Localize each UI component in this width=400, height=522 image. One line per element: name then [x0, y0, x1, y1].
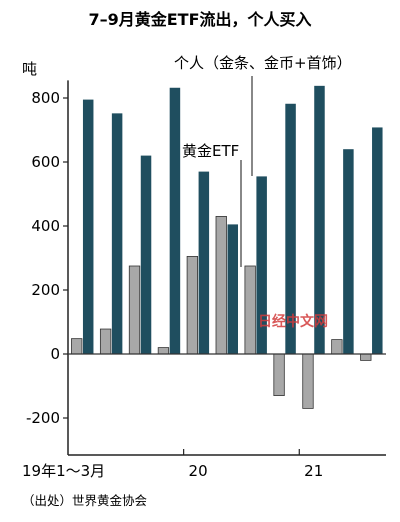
etf-bar-20Q1 — [186, 255, 198, 355]
y-tick-label: 800 — [31, 89, 60, 107]
x-axis-ticks: 19年1～3月 20 21 — [22, 449, 323, 480]
etf-bar-20Q3 — [244, 265, 256, 355]
individual-bar-19Q3 — [140, 155, 152, 354]
y-tick-label: 400 — [31, 217, 60, 235]
individual-bar-20Q2 — [227, 224, 238, 354]
legend-label-etf: 黄金ETF — [182, 142, 239, 160]
individual-bar-19Q2 — [111, 113, 123, 354]
individual-bar-20Q3 — [256, 176, 267, 354]
individual-bar-20Q4 — [285, 103, 296, 354]
etf-bar-21Q1 — [302, 353, 314, 409]
y-axis-unit: 吨 — [22, 60, 37, 78]
x-tick-label: 19年1～3月 — [22, 462, 105, 480]
y-tick-label: -200 — [26, 409, 60, 427]
etf-bar-21Q3 — [360, 353, 372, 361]
etf-bar-19Q1 — [71, 338, 83, 355]
x-tick-label: 21 — [304, 462, 323, 480]
y-axis-ticks: -200 0 200 400 600 800 — [26, 80, 69, 455]
individual-bar-19Q4 — [169, 87, 181, 354]
individual-bar-21Q3 — [372, 127, 383, 354]
y-tick-label: 0 — [50, 345, 60, 363]
etf-bar-20Q4 — [273, 353, 285, 396]
bars — [71, 85, 383, 409]
chart-title: 7–9月黄金ETF流出，个人买入 — [88, 10, 311, 29]
etf-bar-19Q2 — [99, 328, 112, 355]
etf-bar-21Q2 — [331, 339, 343, 355]
individual-bar-19Q1 — [82, 99, 94, 354]
individual-bar-21Q1 — [314, 85, 325, 354]
x-tick-label: 20 — [189, 462, 208, 480]
individual-bar-20Q1 — [198, 171, 210, 354]
etf-bar-19Q4 — [157, 347, 170, 355]
source-note: （出处）世界黄金协会 — [22, 493, 148, 508]
watermark: 日经中文网 — [258, 313, 328, 330]
legend-label-individual: 个人（金条、金币+首饰） — [174, 54, 352, 72]
individual-bar-21Q2 — [343, 149, 354, 354]
y-tick-label: 600 — [31, 153, 60, 171]
etf-bar-20Q2 — [215, 215, 227, 355]
etf-bar-19Q3 — [128, 265, 141, 355]
y-tick-label: 200 — [31, 281, 60, 299]
